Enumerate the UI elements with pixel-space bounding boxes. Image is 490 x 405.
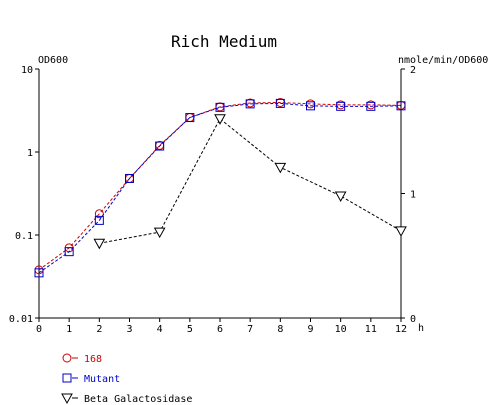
- x-tick-label: 9: [307, 324, 313, 335]
- y-right-axis-label: nmole/min/OD600: [398, 55, 488, 66]
- data-point-mutant: [155, 141, 165, 151]
- legend-marker-mutant: [62, 373, 72, 383]
- y-left-tick-label: 1: [27, 148, 33, 159]
- y-left-axis-label: OD600: [38, 55, 68, 66]
- data-point-mutant: [185, 113, 195, 123]
- legend-item-beta-galactosidase: Beta Galactosidase: [61, 393, 192, 405]
- data-point-mutant: [336, 101, 346, 111]
- y-left-tick-label: 0.1: [15, 231, 33, 242]
- data-point-mutant: [275, 98, 285, 108]
- data-point-beta-galactosidase: [214, 114, 226, 125]
- data-point-mutant: [94, 215, 104, 225]
- x-tick-label: 8: [277, 324, 283, 335]
- series-line-168: [38, 101, 402, 271]
- x-tick-label: 4: [157, 324, 163, 335]
- data-point-mutant: [125, 173, 134, 183]
- x-tick-label: 1: [66, 324, 72, 335]
- x-tick-label: 7: [247, 324, 253, 335]
- x-tick-label: 2: [96, 324, 102, 335]
- y-right-tick-label: 0: [410, 314, 416, 325]
- legend: 168 Mutant Beta Galactosidase: [61, 353, 192, 405]
- data-point-beta-galactosidase: [274, 162, 287, 174]
- x-tick-label: 6: [217, 324, 223, 335]
- y-right-tick-label: 1: [410, 190, 416, 201]
- legend-item-168: 168: [62, 353, 102, 365]
- x-tick-label: 5: [187, 324, 193, 335]
- y-left-tick-label: 0.01: [9, 314, 33, 325]
- legend-marker-168: [62, 353, 72, 363]
- data-point-168: [94, 209, 104, 219]
- x-tick-label: 11: [365, 324, 377, 335]
- x-tick-label: 10: [335, 324, 347, 335]
- x-tick-label: 12: [395, 324, 407, 335]
- data-point-mutant: [34, 268, 44, 278]
- x-tick-label: 3: [126, 324, 132, 335]
- x-axis-unit: h: [418, 323, 424, 334]
- series-layer: [34, 97, 407, 278]
- series-mutant: [34, 98, 406, 278]
- legend-label-168: 168: [84, 354, 102, 365]
- data-point-beta-galactosidase: [153, 227, 166, 239]
- data-point-mutant: [245, 99, 255, 109]
- data-point-beta-galactosidase: [395, 226, 407, 237]
- data-point-beta-galactosidase: [334, 191, 347, 203]
- data-point-mutant: [306, 101, 315, 111]
- series-beta-galactosidase: [93, 114, 407, 250]
- data-point-mutant: [366, 101, 376, 111]
- y-right-tick-label: 2: [410, 65, 416, 76]
- series-line-mutant: [38, 102, 402, 274]
- data-point-mutant: [215, 102, 225, 112]
- data-point-mutant: [396, 101, 406, 111]
- y-left-tick-label: 10: [21, 65, 33, 76]
- legend-label-mutant: Mutant: [84, 374, 120, 385]
- legend-item-mutant: Mutant: [62, 373, 120, 385]
- legend-label-beta-galactosidase: Beta Galactosidase: [84, 394, 192, 405]
- data-point-beta-galactosidase: [93, 238, 106, 250]
- data-point-mutant: [64, 247, 74, 257]
- chart-title: Rich Medium: [171, 32, 277, 51]
- legend-marker-beta-galactosidase: [61, 393, 73, 405]
- x-tick-label: 0: [36, 324, 42, 335]
- series-line-beta-galactosidase: [99, 118, 402, 244]
